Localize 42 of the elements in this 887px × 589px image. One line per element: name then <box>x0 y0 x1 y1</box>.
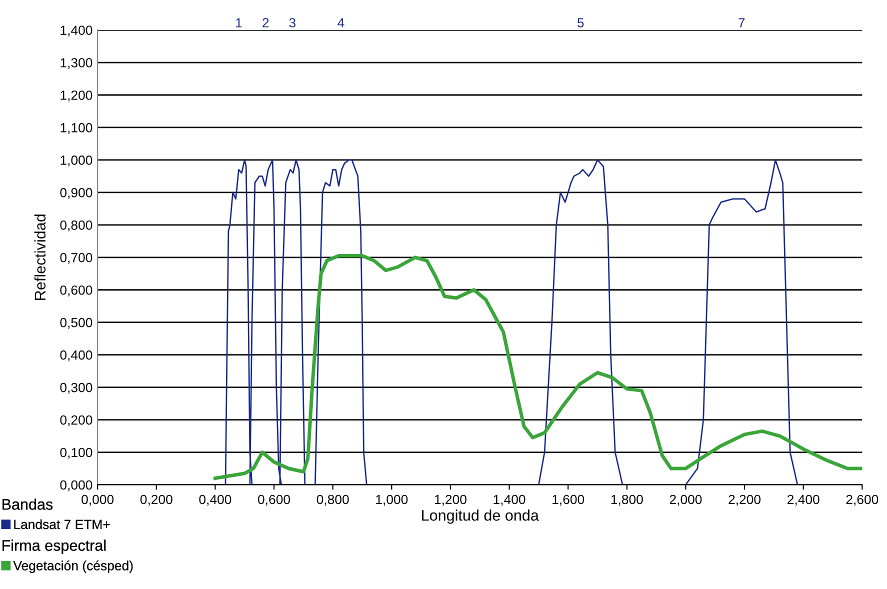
x-tick-label: 1,800 <box>611 494 643 506</box>
y-tick-label: 0,000 <box>60 480 92 492</box>
text: 7 <box>738 18 745 28</box>
x-tick-label: 1,000 <box>376 494 408 506</box>
x-tick-label: 2,600 <box>846 494 878 506</box>
text: 4 <box>338 18 344 28</box>
text: 2 <box>262 18 269 28</box>
y-tick-label: 0,900 <box>60 188 92 199</box>
x-tick-label: 1,200 <box>434 494 466 506</box>
y-tick-label: 1,200 <box>60 90 92 102</box>
x-tick-label: 0,800 <box>316 494 349 506</box>
y-axis-title: Reflectividad <box>34 214 46 300</box>
x-tick-label: 2,000 <box>670 494 702 506</box>
y-tick-label: 0,500 <box>60 318 92 329</box>
y-tick-label: 1,300 <box>60 58 92 69</box>
line-series <box>213 254 862 480</box>
y-tick-label: 0,800 <box>60 220 92 232</box>
x-axis-title: Longitud de onda <box>422 510 539 524</box>
y-tick-label: 0,700 <box>60 252 92 264</box>
y-tick-label: 1,400 <box>60 26 92 37</box>
legend-label: Landsat 7 ETM+ <box>14 519 110 530</box>
y-tick-label: 1,000 <box>60 156 92 166</box>
x-tick-label: 2,200 <box>728 494 761 506</box>
x-tick-label: 0,000 <box>82 494 114 506</box>
text: Bandas <box>2 498 53 510</box>
x-tick-label: 1,400 <box>494 494 526 506</box>
text: 5 <box>577 18 584 28</box>
legend-label: Vegetación (césped) <box>13 560 133 573</box>
x-tick-label: 2,400 <box>788 494 820 506</box>
x-tick-label: 0,200 <box>140 494 172 506</box>
y-tick-label: 0,100 <box>60 448 92 459</box>
y-tick-label: 0,200 <box>60 415 92 426</box>
text: 3 <box>289 18 296 28</box>
text: Firma espectral <box>2 540 106 554</box>
x-tick-label: 0,400 <box>199 494 232 506</box>
y-tick-label: 0,400 <box>60 350 92 362</box>
y-tick-label: 0,600 <box>60 285 92 296</box>
y-tick-label: 0,300 <box>60 382 92 394</box>
y-tick-label: 1,100 <box>60 123 92 134</box>
x-tick-label: 0,600 <box>258 494 290 506</box>
x-tick-label: 1,600 <box>552 494 584 506</box>
text: 1 <box>236 18 242 28</box>
